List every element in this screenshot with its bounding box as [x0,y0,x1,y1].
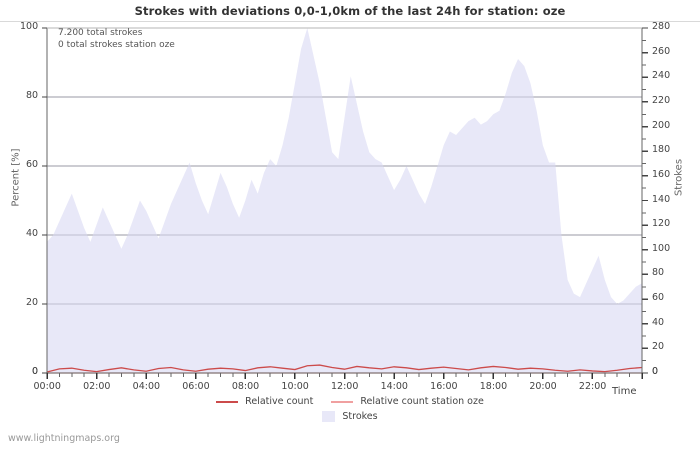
chart-legend: Relative count Relative count station oz… [0,394,700,424]
legend-item-relative-count: Relative count [216,396,313,407]
title-divider [0,21,700,22]
y-tick-right: 240 [652,70,671,82]
annotation-station-strokes: 0 total strokes station oze [58,40,175,50]
y-tick-left: 100 [20,21,39,32]
y-axis-label-left: Percent [%] [10,148,22,207]
legend-row-secondary: Strokes [0,409,700,424]
x-axis-origin-left: 0 [32,366,39,377]
y-tick-left: 20 [26,297,39,308]
legend-swatch-strokes [322,411,336,422]
x-axis-label: Time [612,386,637,397]
y-tick-right: 160 [652,168,671,180]
legend-swatch-relative-count-station [331,400,354,403]
x-axis-origin-right: 0 [652,366,659,377]
y-tick-right: 140 [652,193,671,205]
x-tick-label: 16:00 [430,381,458,392]
y-tick-left: 80 [26,90,39,101]
y-tick-right: 60 [652,292,665,304]
y-tick-left: 0 [32,366,39,377]
annotation-total-strokes: 7.200 total strokes [58,28,143,38]
x-tick-label: 22:00 [578,381,607,392]
legend-row-primary: Relative count Relative count station oz… [0,394,700,409]
y-tick-right: 120 [652,218,671,230]
legend-label-strokes: Strokes [342,411,378,422]
x-tick-label: 00:00 [33,381,61,392]
y-tick-left: 60 [26,159,39,170]
y-tick-right: 80 [652,267,665,279]
y-tick-right: 0 [652,366,659,377]
y-tick-right: 260 [652,45,671,57]
x-tick-label: 02:00 [83,381,111,392]
legend-label-relative-count-station: Relative count station oze [360,396,484,407]
y-tick-left: 40 [26,228,39,239]
footer-site-label: www.lightningmaps.org [8,433,120,444]
x-tick-label: 08:00 [231,381,260,392]
legend-swatch-relative-count [216,400,239,403]
legend-item-relative-count-station: Relative count station oze [331,396,484,407]
y-tick-right: 180 [652,144,671,156]
x-tick-label: 18:00 [479,381,508,392]
y-axis-label-right: Strokes [673,158,685,197]
chart-title: Strokes with deviations 0,0-1,0km of the… [134,4,566,18]
y-tick-right: 20 [652,341,665,353]
legend-label-relative-count: Relative count [245,396,314,407]
y-tick-right: 100 [652,242,671,254]
x-tick-label: 20:00 [529,381,557,392]
x-tick-label: 14:00 [380,381,408,392]
x-tick-label: 06:00 [182,381,210,392]
x-tick-label: 04:00 [132,381,161,392]
legend-item-strokes: Strokes [322,411,378,422]
y-tick-right: 220 [652,94,671,106]
y-tick-right: 280 [652,21,671,32]
x-tick-label: 10:00 [281,381,309,392]
y-tick-right: 40 [652,316,665,328]
y-tick-right: 200 [652,119,671,131]
x-tick-label: 12:00 [331,381,359,392]
